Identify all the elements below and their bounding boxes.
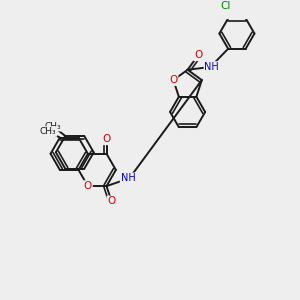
Text: O: O [102, 134, 111, 144]
Text: O: O [169, 75, 178, 85]
Text: CH₃: CH₃ [40, 127, 56, 136]
Text: CH₃: CH₃ [44, 122, 61, 131]
Text: NH: NH [121, 173, 135, 183]
Text: NH: NH [205, 62, 219, 72]
Text: O: O [107, 196, 116, 206]
Text: Cl: Cl [221, 1, 231, 10]
Text: O: O [84, 181, 92, 191]
Text: O: O [194, 50, 202, 60]
